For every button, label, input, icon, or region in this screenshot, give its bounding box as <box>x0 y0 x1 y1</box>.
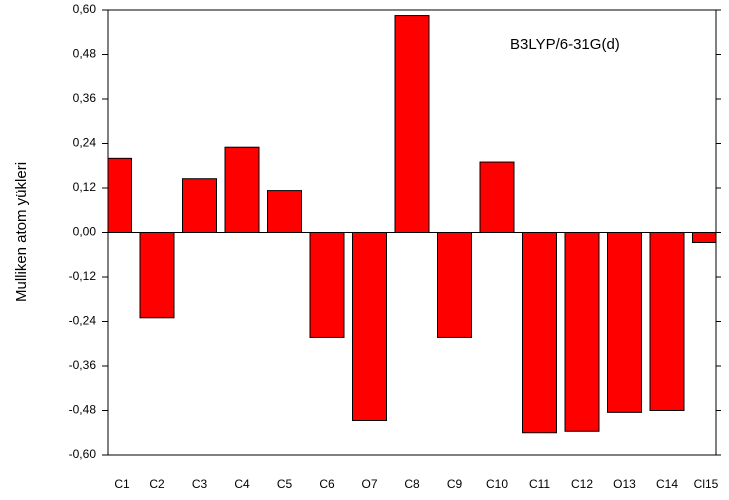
y-tick-label: 0,60 <box>73 2 97 16</box>
x-tick-label: C10 <box>486 477 508 491</box>
bar <box>108 157 132 233</box>
y-tick-label: -0,36 <box>69 358 97 372</box>
x-tick-label: C9 <box>447 477 463 491</box>
x-tick-label: C11 <box>529 477 550 491</box>
x-tick-label: O7 <box>361 477 377 491</box>
bar <box>182 178 217 234</box>
bar <box>352 232 387 422</box>
bar <box>267 190 302 234</box>
y-tick-label: 0,24 <box>73 136 97 150</box>
bar <box>522 232 557 434</box>
x-tick-label: O13 <box>613 477 636 491</box>
x-tick-label: C4 <box>234 477 250 491</box>
bar <box>309 232 345 338</box>
bar <box>139 232 175 319</box>
y-tick-label: 0,00 <box>73 225 97 239</box>
bar <box>437 232 472 338</box>
x-tick-label: C8 <box>404 477 420 491</box>
x-tick-label: C1 <box>114 477 130 491</box>
x-tick-label: C2 <box>149 477 165 491</box>
bar <box>649 232 685 411</box>
x-tick-label: C12 <box>571 477 593 491</box>
bar <box>607 232 642 413</box>
x-tick-label: Cl15 <box>694 477 719 491</box>
y-tick-label: -0,12 <box>69 269 97 283</box>
y-tick-label: -0,24 <box>69 314 97 328</box>
y-tick-label: 0,48 <box>73 47 97 61</box>
bar <box>479 161 515 234</box>
bar <box>394 15 430 233</box>
y-axis-label: Mulliken atom yükleri <box>13 162 30 302</box>
x-tick-label: C6 <box>319 477 335 491</box>
x-tick-label: C3 <box>192 477 208 491</box>
bar <box>564 232 600 432</box>
y-tick-label: 0,36 <box>73 91 97 105</box>
bars <box>108 15 716 434</box>
bar <box>224 146 260 233</box>
y-tick-label: 0,12 <box>73 180 97 194</box>
y-tick-label: -0,48 <box>69 403 97 417</box>
annotation: B3LYP/6-31G(d) <box>510 36 620 53</box>
y-tick-label: -0,60 <box>69 447 97 461</box>
bar <box>692 232 716 244</box>
x-tick-label: C14 <box>656 477 678 491</box>
x-tick-label: C5 <box>277 477 293 491</box>
